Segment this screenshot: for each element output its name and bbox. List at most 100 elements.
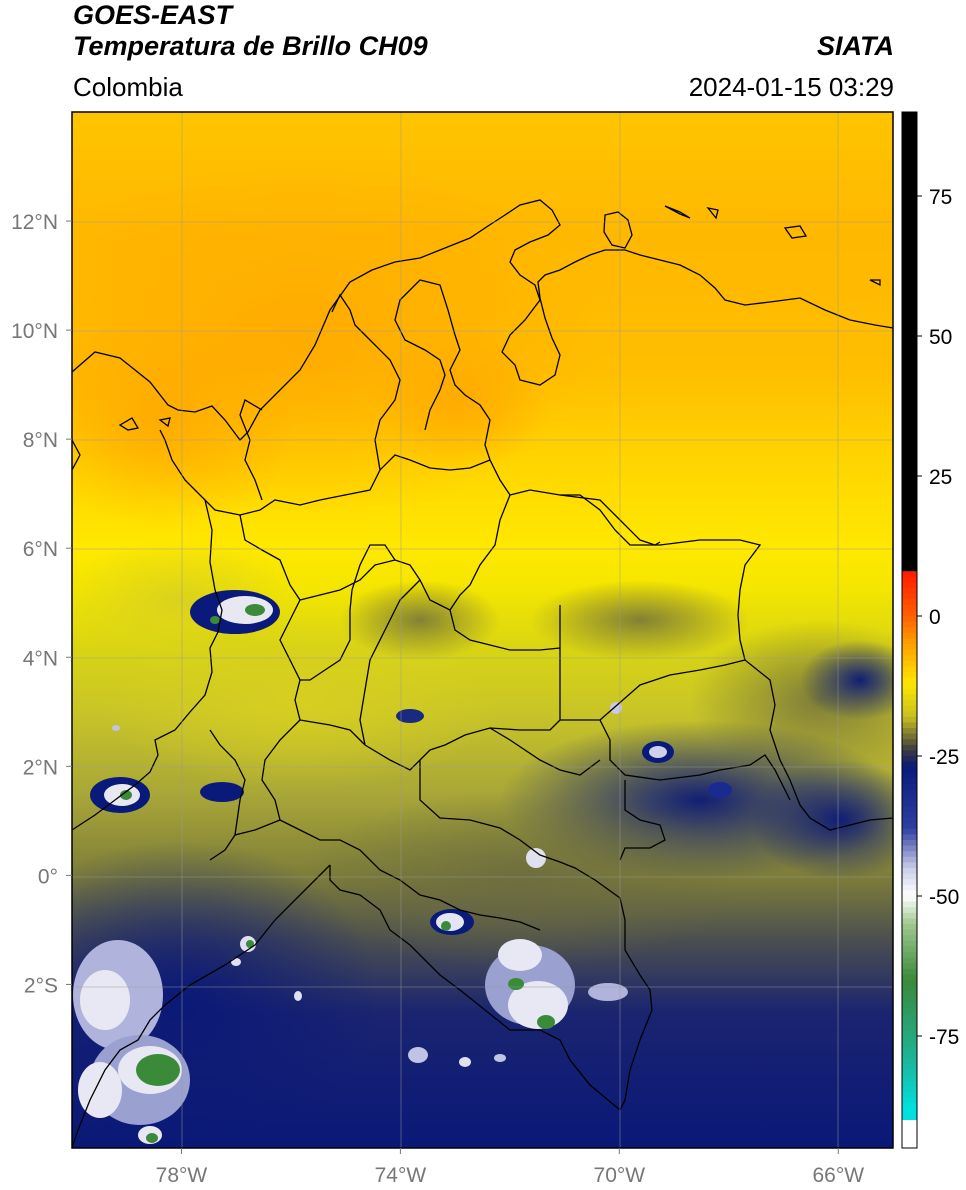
colorbar-band bbox=[902, 520, 917, 527]
colorbar-band bbox=[902, 336, 917, 343]
colorbar-band bbox=[902, 212, 917, 219]
colorbar-band bbox=[902, 498, 917, 505]
colorbar-band bbox=[902, 425, 917, 432]
colorbar-band bbox=[902, 1036, 917, 1043]
product-title: Temperatura de Brillo CH09 bbox=[73, 31, 428, 61]
colorbar-band bbox=[902, 420, 917, 427]
colorbar-band bbox=[902, 627, 917, 634]
colorbar-band bbox=[902, 1120, 917, 1127]
colorbar-band bbox=[902, 1103, 917, 1110]
colorbar-band bbox=[902, 873, 917, 880]
colorbar-band bbox=[902, 128, 917, 135]
colorbar-band bbox=[902, 364, 917, 371]
colorbar-band bbox=[902, 240, 917, 247]
colorbar-band bbox=[902, 1080, 917, 1087]
colorbar-band bbox=[902, 677, 917, 684]
colorbar-band bbox=[902, 638, 917, 645]
colorbar-band bbox=[902, 789, 917, 796]
colorbar-band bbox=[902, 532, 917, 539]
colorbar-band bbox=[902, 756, 917, 763]
colorbar-band bbox=[902, 946, 917, 953]
colorbar-band bbox=[902, 1142, 917, 1149]
colorbar-band bbox=[902, 918, 917, 925]
colorbar-band bbox=[902, 683, 917, 690]
colorbar-band bbox=[902, 739, 917, 746]
colorbar-band bbox=[902, 823, 917, 830]
colorbar-band bbox=[902, 1002, 917, 1009]
colorbar-band bbox=[902, 851, 917, 858]
colorbar-tick-label: -75 bbox=[929, 1026, 959, 1049]
colorbar-band bbox=[902, 369, 917, 376]
colorbar-band bbox=[902, 1075, 917, 1082]
colorbar-band bbox=[902, 229, 917, 236]
lat-tick-label: 10°N bbox=[11, 320, 58, 343]
colorbar-band bbox=[902, 1008, 917, 1015]
lat-tick-label: 12°N bbox=[11, 211, 58, 234]
colorbar-band bbox=[902, 599, 917, 606]
colorbar-band bbox=[902, 554, 917, 561]
colorbar-band bbox=[902, 660, 917, 667]
colorbar-band bbox=[902, 375, 917, 382]
colorbar-band bbox=[902, 996, 917, 1003]
timestamp: 2024-01-15 03:29 bbox=[688, 72, 894, 102]
colorbar-band bbox=[902, 604, 917, 611]
latitude-tick-labels: 12°N 10°N 8°N 6°N 4°N 2°N 0° 2°S bbox=[11, 211, 72, 997]
colorbar-band bbox=[902, 330, 917, 337]
colorbar-tick-label: 75 bbox=[929, 186, 952, 209]
colorbar-band bbox=[902, 403, 917, 410]
colorbar-band bbox=[902, 296, 917, 303]
colorbar-band bbox=[902, 744, 917, 751]
colorbar-tick-label: 25 bbox=[929, 466, 952, 489]
lat-tick-label: 8°N bbox=[23, 429, 58, 452]
satellite-name: GOES-EAST bbox=[73, 0, 233, 30]
colorbar-band bbox=[902, 879, 917, 886]
colorbar-band bbox=[902, 582, 917, 589]
colorbar-band bbox=[902, 800, 917, 807]
map-frame bbox=[71, 111, 894, 1149]
colorbar-band bbox=[902, 504, 917, 511]
colorbar-band bbox=[902, 1041, 917, 1048]
colorbar-band bbox=[902, 515, 917, 522]
colorbar-band bbox=[902, 912, 917, 919]
colorbar-band bbox=[902, 632, 917, 639]
colorbar-band bbox=[902, 537, 917, 544]
colorbar-band bbox=[902, 459, 917, 466]
colorbar-band bbox=[902, 896, 917, 903]
colorbar-band bbox=[902, 817, 917, 824]
colorbar-band bbox=[902, 408, 917, 415]
colorbar-band bbox=[902, 1069, 917, 1076]
colorbar-band bbox=[902, 716, 917, 723]
colorbar-band bbox=[902, 218, 917, 225]
colorbar-band bbox=[902, 112, 917, 119]
colorbar-band bbox=[902, 436, 917, 443]
colorbar-tick-label: -50 bbox=[929, 886, 959, 909]
colorbar-band bbox=[902, 1013, 917, 1020]
lat-tick-label: 2°S bbox=[24, 974, 58, 997]
colorbar-band bbox=[902, 263, 917, 270]
colorbar-band bbox=[902, 431, 917, 438]
colorbar-band bbox=[902, 722, 917, 729]
colorbar-band bbox=[902, 840, 917, 847]
colorbar-band bbox=[902, 151, 917, 158]
lat-tick-label: 2°N bbox=[23, 756, 58, 779]
colorbar-band bbox=[902, 453, 917, 460]
colorbar-band bbox=[902, 196, 917, 203]
colorbar-band bbox=[902, 666, 917, 673]
colorbar-tick-label: -25 bbox=[929, 746, 959, 769]
colorbar-band bbox=[902, 392, 917, 399]
colorbar-band bbox=[902, 694, 917, 701]
colorbar-band bbox=[902, 481, 917, 488]
colorbar-band bbox=[902, 145, 917, 152]
colorbar-band bbox=[902, 560, 917, 567]
colorbar-band bbox=[902, 1058, 917, 1065]
colorbar-band bbox=[902, 1136, 917, 1143]
colorbar-band bbox=[902, 168, 917, 175]
colorbar-band bbox=[902, 705, 917, 712]
colorbar-band bbox=[902, 117, 917, 124]
colorbar-band bbox=[902, 588, 917, 595]
colorbar-band bbox=[902, 492, 917, 499]
colorbar-tick-label: 0 bbox=[929, 606, 941, 629]
colorbar-band bbox=[902, 207, 917, 214]
colorbar-band bbox=[902, 358, 917, 365]
